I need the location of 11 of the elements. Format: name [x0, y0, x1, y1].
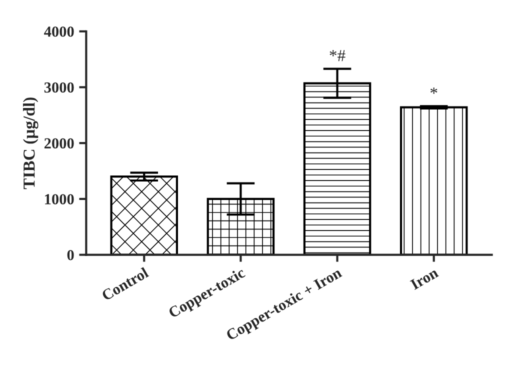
bar: [110, 176, 178, 255]
y-axis-title: TIBC (µg/dl): [23, 98, 38, 190]
annotation: *#: [330, 50, 346, 62]
x-tick-label: Iron: [410, 267, 440, 290]
annotation: *: [430, 88, 438, 94]
bar: [400, 106, 468, 255]
y-tick-label: 0: [67, 250, 74, 260]
y-tick-label: 2000: [44, 138, 74, 149]
y-tick-label: 3000: [44, 82, 74, 93]
y-tick-label: 1000: [45, 194, 74, 204]
y-tick-label: 4000: [44, 26, 74, 37]
